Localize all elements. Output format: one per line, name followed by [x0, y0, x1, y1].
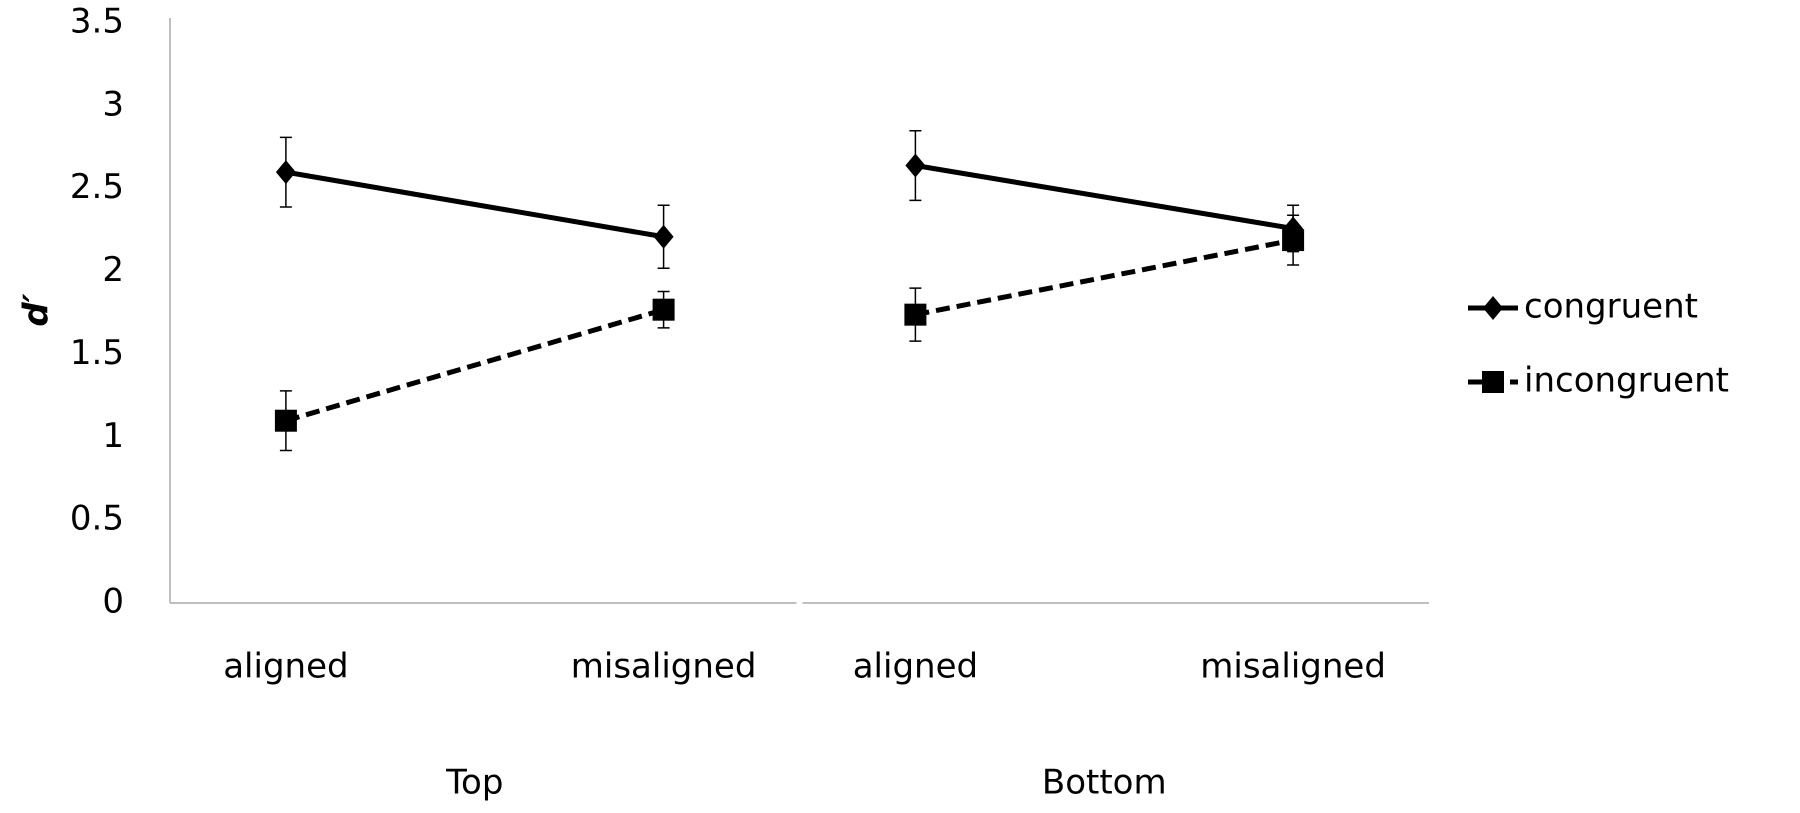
y-tick-label: 0.5	[70, 499, 124, 539]
marker	[652, 298, 675, 321]
y-tick-label: 3.5	[70, 2, 124, 42]
series-line	[914, 237, 1294, 318]
marker	[904, 303, 927, 326]
series-line	[914, 163, 1294, 231]
series-line	[285, 307, 665, 424]
group-label: Top	[445, 763, 503, 803]
x-tick-label: aligned	[853, 647, 978, 687]
y-tick-label: 0	[102, 582, 124, 622]
y-tick-label: 2.5	[70, 167, 124, 207]
legend-label: incongruent	[1524, 361, 1729, 401]
marker	[653, 224, 674, 249]
y-axis-label: d′	[17, 293, 57, 326]
y-tick-label: 2	[102, 250, 124, 290]
group-label: Bottom	[1042, 763, 1167, 803]
series-line	[285, 169, 665, 240]
legend-label: congruent	[1524, 287, 1698, 327]
y-tick-label: 1	[102, 416, 124, 456]
x-tick-label: misaligned	[571, 647, 757, 687]
x-tick-label: misaligned	[1200, 647, 1386, 687]
x-tick-label: aligned	[223, 647, 348, 687]
marker	[275, 160, 296, 185]
marker	[1482, 371, 1504, 393]
marker	[274, 409, 297, 432]
y-tick-label: 3	[102, 84, 124, 124]
y-tick-label: 1.5	[70, 333, 124, 373]
marker	[1483, 296, 1503, 320]
marker	[1282, 229, 1305, 252]
marker	[905, 153, 926, 178]
